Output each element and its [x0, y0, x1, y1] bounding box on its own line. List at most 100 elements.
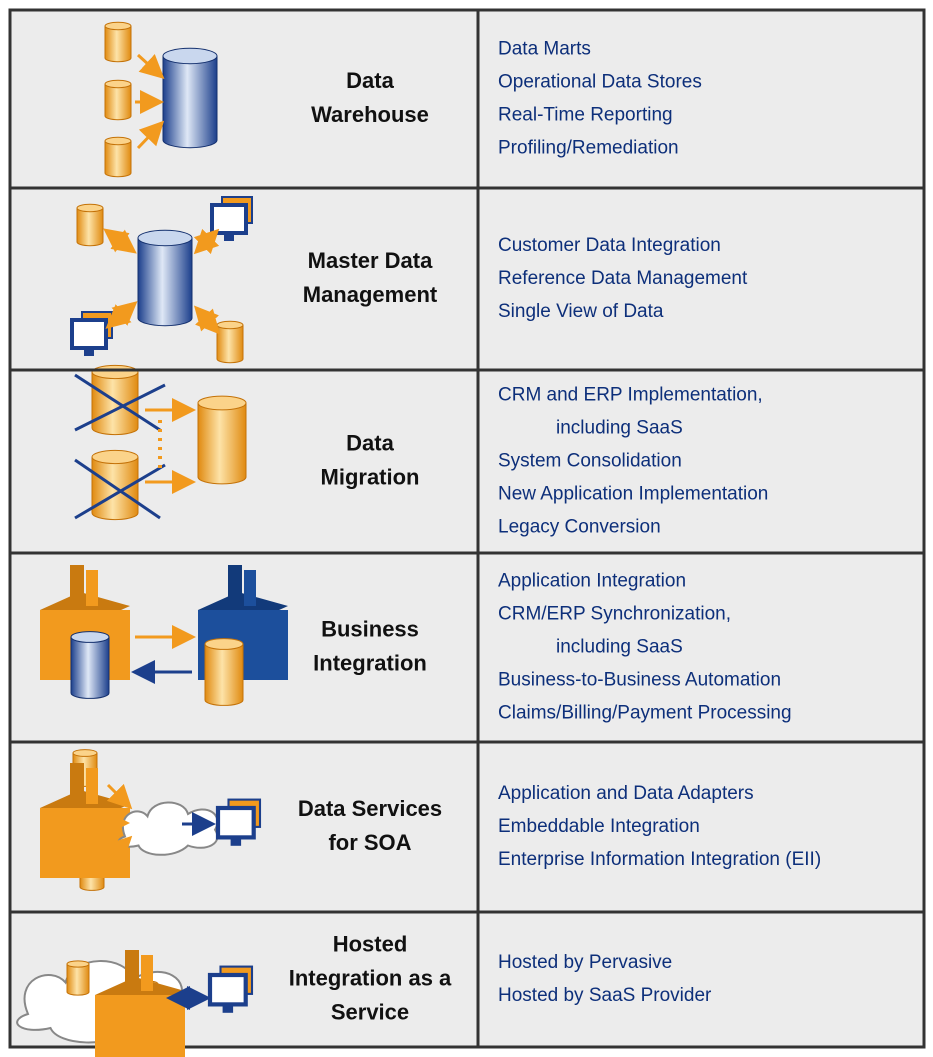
row-title: Integration as a: [289, 965, 452, 990]
cylinder: [66, 960, 90, 996]
monitor-screen: [210, 203, 248, 235]
row-title: Warehouse: [311, 102, 429, 127]
arrow: [136, 120, 165, 150]
cylinder-body: [104, 141, 132, 178]
cylinder: [162, 47, 218, 149]
row-item: Enterprise Information Integration (EII): [498, 849, 821, 870]
arrow: [193, 305, 221, 335]
cylinder-top: [137, 229, 193, 247]
arrow: [106, 835, 133, 862]
building-tower: [244, 570, 256, 606]
cylinder-body: [70, 637, 110, 699]
arrow: [136, 53, 165, 80]
building-tower: [228, 565, 242, 605]
monitor: [215, 798, 262, 846]
cylinder-top: [197, 395, 247, 411]
arrow: [106, 783, 133, 810]
cylinder-top: [91, 449, 139, 465]
row-item: Profiling/Remediation: [498, 138, 679, 159]
row-title: Service: [331, 999, 409, 1024]
row-item: including SaaS: [556, 637, 683, 658]
cylinder-top: [70, 631, 110, 643]
cylinder-top: [66, 960, 90, 968]
monitor: [207, 965, 254, 1013]
cylinder-body: [104, 84, 132, 121]
cylinder: [70, 631, 110, 699]
row-item: Embeddable Integration: [498, 816, 700, 837]
row-title: for SOA: [328, 830, 411, 855]
monitor-stand: [224, 235, 234, 241]
row-item: New Application Implementation: [498, 484, 768, 505]
cylinder-body: [162, 56, 218, 149]
row-title: Master Data: [308, 248, 433, 273]
cylinder-top: [204, 638, 244, 650]
row-title: Migration: [321, 464, 420, 489]
arrow: [193, 228, 220, 255]
row-item: Data Marts: [498, 39, 591, 60]
row-item: Customer Data Integration: [498, 235, 721, 256]
monitor-screen: [70, 318, 108, 350]
row-title: Integration: [313, 650, 427, 675]
row-title: Data: [346, 430, 394, 455]
building-tower: [141, 955, 153, 991]
cylinder: [216, 320, 244, 364]
cylinder: [104, 21, 132, 63]
cylinder-top: [72, 749, 98, 757]
row-item: Real-Time Reporting: [498, 105, 673, 126]
cylinder-body: [66, 964, 90, 996]
row-title: Data Services: [298, 796, 442, 821]
cylinder-body: [216, 325, 244, 364]
building-tower: [70, 565, 84, 605]
cylinder: [204, 638, 244, 706]
building-tower: [86, 768, 98, 804]
row-item: System Consolidation: [498, 451, 682, 472]
row-item: Single View of Data: [498, 301, 664, 322]
cylinder-body: [91, 372, 139, 436]
row-title: Management: [303, 282, 438, 307]
monitor-stand: [230, 839, 242, 846]
table-frame: [8, 8, 926, 1049]
monitor: [70, 311, 113, 356]
building-body: [95, 995, 185, 1057]
cylinder-body: [104, 26, 132, 63]
building-tower: [70, 763, 84, 803]
icons: [16, 21, 288, 1057]
cylinder-body: [197, 403, 247, 485]
cylinder-top: [216, 320, 244, 330]
cylinder: [137, 229, 193, 327]
cylinder: [76, 203, 104, 247]
cross: [74, 383, 166, 432]
monitor-screen: [215, 805, 256, 840]
row-item: Application and Data Adapters: [498, 783, 754, 804]
row-title: Business: [321, 616, 419, 641]
monitor: [210, 196, 253, 241]
row-item: Claims/Billing/Payment Processing: [498, 703, 792, 724]
row-item: Hosted by SaaS Provider: [498, 985, 712, 1006]
cross: [74, 373, 161, 432]
cylinder-top: [104, 79, 132, 89]
cylinder: [197, 395, 247, 485]
building-body: [40, 808, 130, 878]
cylinder-top: [91, 364, 139, 380]
monitor-stand: [84, 350, 94, 356]
row-item: Business-to-Business Automation: [498, 670, 781, 691]
row-item: including SaaS: [556, 418, 683, 439]
cylinder-body: [137, 238, 193, 327]
cylinder-body: [76, 208, 104, 247]
cross: [74, 458, 161, 520]
arrow: [103, 228, 137, 254]
cylinder-top: [76, 203, 104, 213]
building-tower: [86, 570, 98, 606]
row-title: Data: [346, 68, 394, 93]
row-item: CRM and ERP Implementation,: [498, 385, 763, 406]
row-item: Operational Data Stores: [498, 72, 702, 93]
cylinder-top: [104, 21, 132, 31]
row-item: Application Integration: [498, 571, 686, 592]
row-item: Legacy Conversion: [498, 517, 661, 538]
cylinder-top: [104, 136, 132, 146]
cylinder-top: [162, 47, 218, 65]
row-item: Hosted by Pervasive: [498, 952, 672, 973]
cross: [74, 463, 166, 520]
